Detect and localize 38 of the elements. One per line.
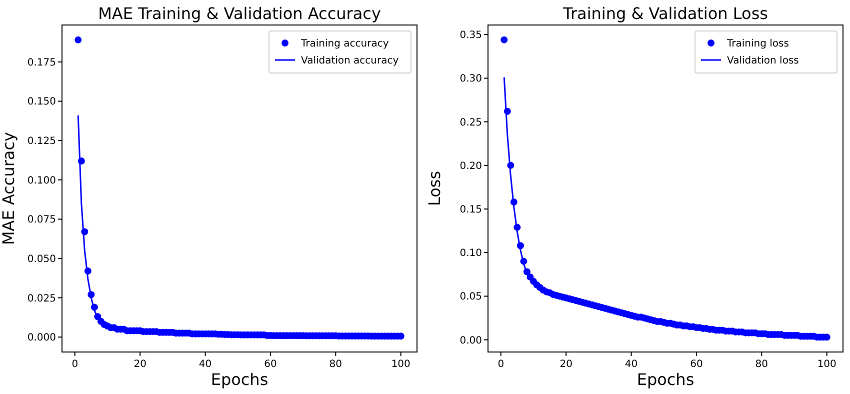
- x-tick-label: 0: [72, 359, 78, 370]
- x-tick-label: 20: [560, 359, 572, 370]
- x-tick-label: 100: [817, 359, 836, 370]
- x-tick-label: 20: [134, 359, 146, 370]
- x-axis-title: Epochs: [210, 370, 268, 389]
- x-tick-label: 60: [690, 359, 703, 370]
- y-tick-label: 0.100: [27, 175, 56, 186]
- y-axis-title: Loss: [425, 170, 444, 206]
- x-tick-label: 80: [329, 359, 342, 370]
- y-tick-label: 0.125: [27, 136, 56, 148]
- y-tick-label: 0.30: [460, 74, 482, 85]
- y-tick-label: 0.150: [27, 96, 56, 108]
- y-tick-label: 0.25: [460, 117, 482, 128]
- y-tick-label: 0.20: [460, 160, 482, 172]
- chart-title: Training & Validation Loss: [562, 4, 768, 23]
- legend-label: Validation loss: [727, 56, 799, 66]
- x-tick-label: 60: [264, 359, 277, 370]
- legend-label: Training accuracy: [300, 38, 389, 50]
- legend-label: Training loss: [726, 38, 789, 50]
- x-tick-label: 80: [755, 359, 768, 370]
- y-tick-label: 0.000: [27, 332, 56, 344]
- x-tick-label: 0: [498, 359, 504, 370]
- x-tick-label: 100: [391, 359, 410, 370]
- y-tick-label: 0.075: [27, 214, 56, 226]
- x-axis-title: Epochs: [636, 370, 694, 389]
- legend-label: Validation accuracy: [301, 56, 399, 66]
- y-tick-label: 0.050: [27, 254, 56, 265]
- y-tick-label: 0.175: [27, 57, 56, 68]
- y-tick-label: 0.15: [460, 204, 482, 216]
- y-axis-title: MAE Accuracy: [0, 132, 18, 245]
- x-tick-label: 40: [624, 359, 638, 370]
- y-tick-label: 0.05: [460, 292, 482, 303]
- chart-title: MAE Training & Validation Accuracy: [98, 4, 381, 23]
- y-tick-label: 0.10: [460, 248, 482, 260]
- y-tick-label: 0.025: [27, 293, 56, 304]
- x-tick-label: 40: [198, 359, 212, 370]
- y-tick-label: 0.35: [460, 30, 482, 42]
- y-tick-label: 0.00: [460, 335, 482, 346]
